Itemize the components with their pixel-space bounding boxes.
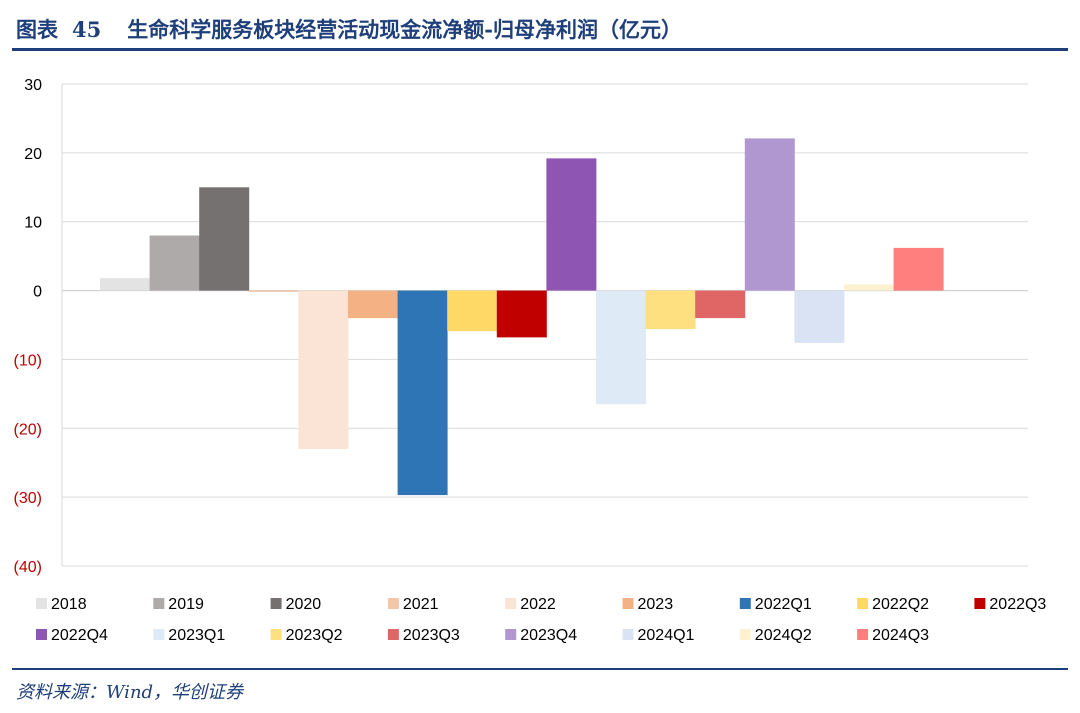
bar-2022Q4 bbox=[546, 158, 597, 291]
legend-swatch bbox=[505, 598, 517, 609]
bar-2024Q3 bbox=[893, 247, 944, 291]
legend-item-2022Q1: 2022Q1 bbox=[739, 596, 812, 613]
legend-item-2022: 2022 bbox=[505, 596, 556, 613]
legend-swatch bbox=[622, 598, 634, 609]
legend-item-2022Q3: 2022Q3 bbox=[974, 596, 1046, 613]
bar-2023 bbox=[348, 290, 398, 319]
bar-2022Q3 bbox=[496, 290, 547, 338]
legend-label: 2023Q1 bbox=[168, 627, 225, 644]
y-tick-label: 30 bbox=[24, 77, 42, 94]
bar-chart: 30 20 10 0 (10) (20) (30) (40) 2018 2019 2020 2021… bbox=[14, 77, 1047, 644]
legend-swatch bbox=[505, 629, 517, 640]
bar-2023Q2 bbox=[645, 290, 696, 330]
legend-item-2024Q3: 2024Q3 bbox=[857, 627, 929, 644]
legend-swatch bbox=[153, 629, 165, 640]
y-tick-label: (10) bbox=[14, 352, 42, 369]
legend-label: 2024Q2 bbox=[755, 627, 812, 644]
legend-label: 2022Q4 bbox=[51, 627, 108, 644]
legend-label: 2022Q3 bbox=[989, 596, 1046, 613]
legend-label: 2021 bbox=[403, 596, 439, 613]
legend-swatch bbox=[270, 629, 282, 640]
legend-swatch bbox=[739, 629, 751, 640]
legend-item-2021: 2021 bbox=[387, 596, 439, 613]
bar-2023Q1 bbox=[596, 290, 646, 405]
y-tick-label: (20) bbox=[14, 421, 42, 438]
legend-label: 2023 bbox=[638, 596, 674, 613]
legend-swatch bbox=[622, 629, 634, 640]
legend-item-2019: 2019 bbox=[153, 596, 204, 613]
legend-swatch bbox=[270, 598, 282, 609]
legend-swatch bbox=[974, 598, 986, 609]
legend-label: 2024Q3 bbox=[872, 627, 929, 644]
y-tick-label: 10 bbox=[24, 215, 42, 232]
legend-swatch bbox=[153, 598, 165, 609]
bar-2018 bbox=[100, 278, 150, 291]
bar-2024Q2 bbox=[844, 284, 894, 291]
legend-label: 2022Q1 bbox=[755, 596, 812, 613]
legend-label: 2023Q4 bbox=[520, 627, 577, 644]
legend-swatch bbox=[857, 598, 869, 609]
legend-item-2023Q3: 2023Q3 bbox=[387, 627, 460, 644]
legend-item-2023Q2: 2023Q2 bbox=[270, 627, 343, 644]
legend-swatch bbox=[36, 629, 47, 640]
bars bbox=[100, 138, 944, 496]
bar-2019 bbox=[149, 235, 200, 291]
title-rule bbox=[12, 48, 1068, 51]
y-tick-label: 0 bbox=[33, 284, 42, 301]
legend-label: 2018 bbox=[51, 596, 87, 613]
legend-item-2024Q2: 2024Q2 bbox=[739, 627, 812, 644]
legend-item-2023: 2023 bbox=[622, 596, 674, 613]
source-note: 资料来源：Wind，华创证券 bbox=[16, 682, 244, 703]
legend-label: 2022Q2 bbox=[872, 596, 929, 613]
y-tick-label: (40) bbox=[14, 559, 42, 576]
figure-number: 45 bbox=[72, 17, 102, 42]
legend-item-2023Q4: 2023Q4 bbox=[505, 627, 577, 644]
legend-item-2023Q1: 2023Q1 bbox=[153, 627, 225, 644]
legend-item-2018: 2018 bbox=[36, 596, 87, 613]
legend-swatch bbox=[36, 598, 47, 609]
legend-label: 2023Q2 bbox=[286, 627, 343, 644]
bar-2023Q4 bbox=[744, 138, 795, 291]
bar-2020 bbox=[199, 187, 250, 291]
legend-swatch bbox=[387, 629, 399, 640]
bar-2022Q1 bbox=[397, 290, 448, 496]
bar-2023Q3 bbox=[695, 290, 746, 319]
legend-item-2024Q1: 2024Q1 bbox=[622, 627, 695, 644]
y-tick-label: (30) bbox=[14, 490, 42, 507]
legend-label: 2022 bbox=[520, 596, 556, 613]
y-tick-label: 20 bbox=[24, 146, 42, 163]
legend-swatch bbox=[387, 598, 399, 609]
legend-label: 2023Q3 bbox=[403, 627, 460, 644]
legend-label: 2019 bbox=[168, 596, 204, 613]
legend: 2018 2019 2020 2021 2022 2023 2022Q1 2022Q2 2022… bbox=[36, 596, 1046, 644]
figure-label: 图表 bbox=[16, 17, 58, 42]
chart-title: 生命科学服务板块经营活动现金流净额-归母净利润（亿元） bbox=[127, 17, 682, 42]
legend-label: 2024Q1 bbox=[638, 627, 695, 644]
legend-item-2022Q4: 2022Q4 bbox=[36, 627, 108, 644]
legend-item-2022Q2: 2022Q2 bbox=[857, 596, 929, 613]
legend-item-2020: 2020 bbox=[270, 596, 322, 613]
bar-2024Q1 bbox=[794, 290, 845, 343]
legend-swatch bbox=[739, 598, 751, 609]
bar-2022Q2 bbox=[447, 290, 498, 332]
legend-swatch bbox=[857, 629, 869, 640]
footer-rule bbox=[12, 668, 1068, 670]
legend-label: 2020 bbox=[286, 596, 322, 613]
bar-2022 bbox=[298, 290, 349, 449]
bar-2021 bbox=[248, 290, 299, 292]
figure-title: 图表 45 生命科学服务板块经营活动现金流净额-归母净利润（亿元） bbox=[16, 14, 1066, 46]
